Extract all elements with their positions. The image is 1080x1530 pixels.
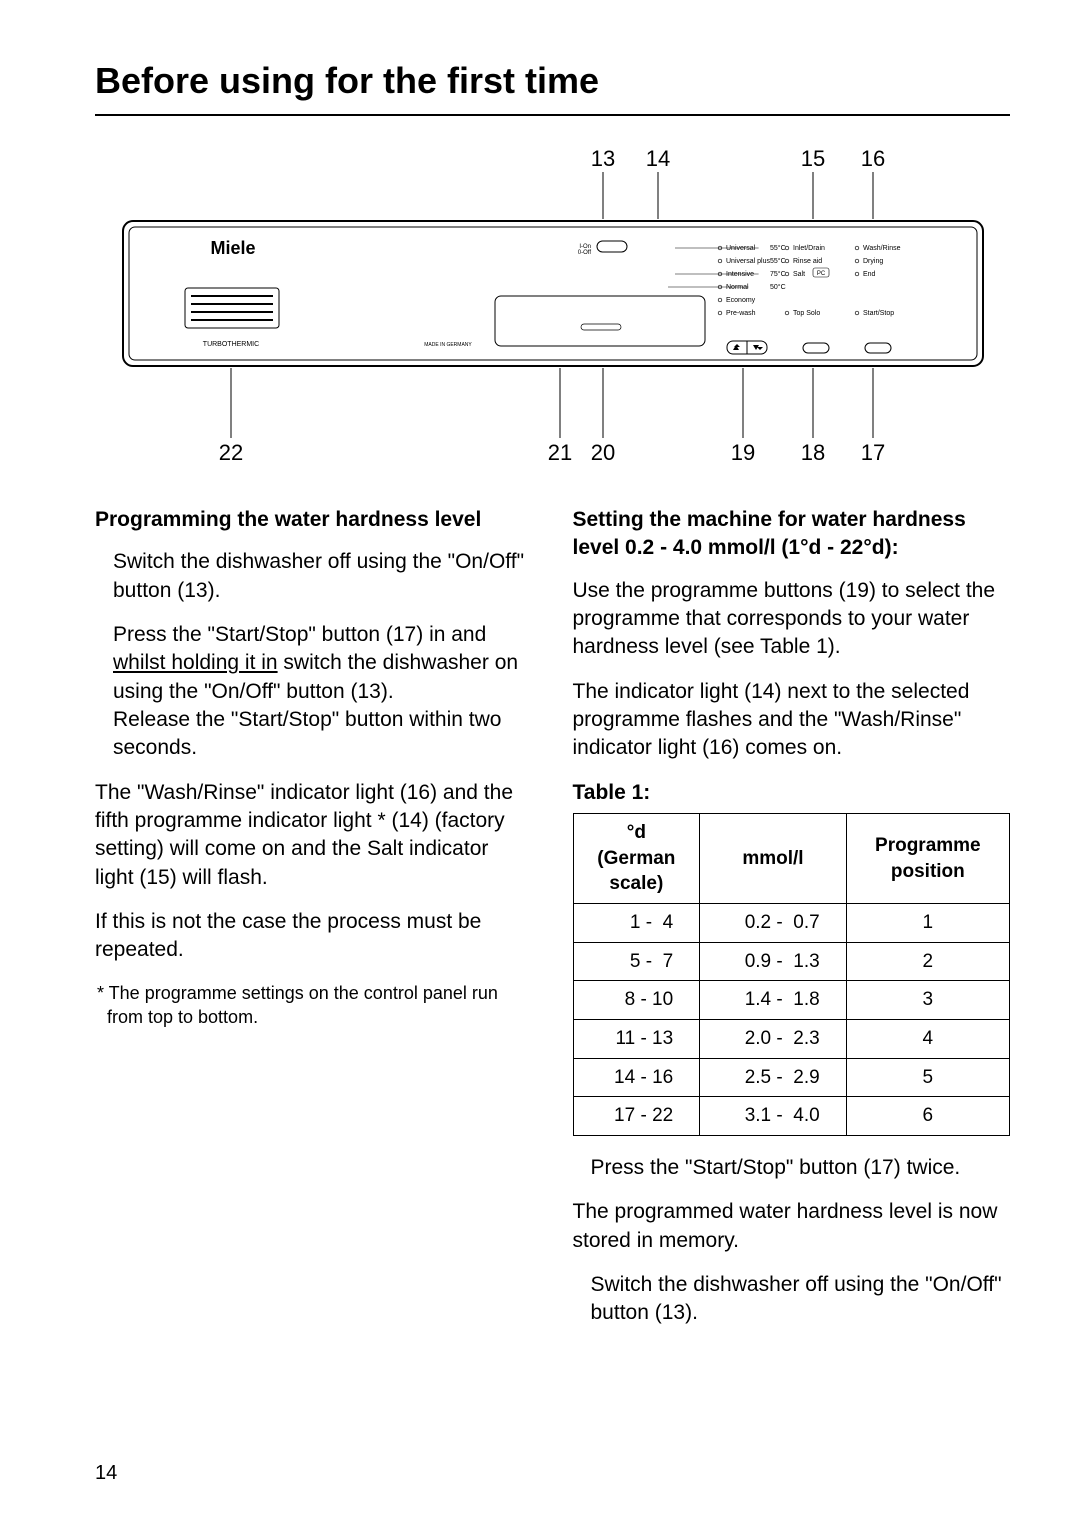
table-cell: 3 — [846, 981, 1009, 1020]
table-cell: 2.5 - 2.9 — [700, 1058, 846, 1097]
svg-text:21: 21 — [547, 440, 571, 465]
svg-text:Top Solo: Top Solo — [793, 310, 820, 317]
left-footnote: * The programme settings on the control … — [95, 981, 533, 1030]
svg-text:17: 17 — [860, 440, 884, 465]
table-row: 17 - 223.1 - 4.06 — [573, 1097, 1010, 1136]
table-cell: 6 — [846, 1097, 1009, 1136]
table-cell: 11 - 13 — [573, 1019, 700, 1058]
svg-text:Universal plus: Universal plus — [726, 258, 770, 265]
svg-text:22: 22 — [218, 440, 242, 465]
right-p3: Press the "Start/Stop" button (17) twice… — [573, 1154, 1011, 1182]
left-p3: The "Wash/Rinse" indicator light (16) an… — [95, 779, 533, 892]
table-cell: 8 - 10 — [573, 981, 700, 1020]
table-cell: 1 - 4 — [573, 904, 700, 943]
table-cell: 2.0 - 2.3 — [700, 1019, 846, 1058]
left-p2-underline: whilst holding it in — [113, 651, 278, 674]
table-header: mmol/l — [700, 814, 846, 904]
table-header: Programmeposition — [846, 814, 1009, 904]
table-row: 8 - 101.4 - 1.83 — [573, 981, 1010, 1020]
svg-text:Start/Stop: Start/Stop — [863, 310, 894, 317]
svg-text:Intensive: Intensive — [726, 271, 754, 278]
table-cell: 0.9 - 1.3 — [700, 942, 846, 981]
right-p1: Use the programme buttons (19) to select… — [573, 577, 1011, 662]
table-cell: 0.2 - 0.7 — [700, 904, 846, 943]
svg-text:16: 16 — [860, 146, 884, 171]
svg-text:19: 19 — [730, 440, 754, 465]
svg-text:50°C: 50°C — [770, 283, 786, 291]
left-p2b: Release the "Start/Stop" button within t… — [113, 708, 501, 759]
svg-text:PC: PC — [816, 271, 825, 277]
svg-text:End: End — [863, 271, 876, 278]
title-rule — [95, 114, 1010, 116]
svg-text:TURBOTHERMIC: TURBOTHERMIC — [202, 341, 258, 348]
body-columns: Programming the water hardness level Swi… — [95, 506, 1010, 1344]
table-cell: 1.4 - 1.8 — [700, 981, 846, 1020]
svg-text:MADE IN GERMANY: MADE IN GERMANY — [424, 342, 472, 348]
page-number: 14 — [95, 1462, 117, 1485]
left-p4: If this is not the case the process must… — [95, 908, 533, 965]
right-p2: The indicator light (14) next to the sel… — [573, 678, 1011, 763]
svg-text:55°C: 55°C — [770, 244, 786, 252]
table-cell: 3.1 - 4.0 — [700, 1097, 846, 1136]
svg-text:Wash/Rinse: Wash/Rinse — [863, 245, 901, 252]
right-p5: Switch the dishwasher off using the "On/… — [573, 1271, 1011, 1328]
table-row: 5 - 70.9 - 1.32 — [573, 942, 1010, 981]
table-cell: 1 — [846, 904, 1009, 943]
svg-text:13: 13 — [590, 146, 614, 171]
diagram-svg: 13 14 15 16 Miele TURBOTHERMIC MADE IN GERM… — [113, 146, 993, 486]
table-cell: 17 - 22 — [573, 1097, 700, 1136]
manual-page: Before using for the first time 13141516… — [0, 0, 1080, 1530]
svg-text:18: 18 — [800, 440, 824, 465]
left-p2-pre: Press the "Start/Stop" button (17) in an… — [113, 623, 486, 646]
svg-text:Drying: Drying — [863, 258, 883, 265]
table-cell: 14 - 16 — [573, 1058, 700, 1097]
table-row: 1 - 40.2 - 0.71 — [573, 904, 1010, 943]
table-row: 11 - 132.0 - 2.34 — [573, 1019, 1010, 1058]
svg-text:Salt: Salt — [793, 271, 805, 278]
svg-text:15: 15 — [800, 146, 824, 171]
right-heading: Setting the machine for water hardness l… — [573, 506, 1011, 563]
svg-text:Inlet/Drain: Inlet/Drain — [793, 245, 825, 252]
left-p2: Press the "Start/Stop" button (17) in an… — [95, 621, 533, 763]
control-panel-diagram: 13 14 15 16 Miele TURBOTHERMIC MADE IN GERM… — [113, 146, 993, 486]
svg-text:55°C: 55°C — [770, 257, 786, 265]
svg-text:20: 20 — [590, 440, 614, 465]
left-column: Programming the water hardness level Swi… — [95, 506, 533, 1344]
table-cell: 4 — [846, 1019, 1009, 1058]
left-heading: Programming the water hardness level — [95, 506, 533, 534]
svg-text:Pre-wash: Pre-wash — [726, 310, 756, 317]
page-title: Before using for the first time — [95, 60, 1010, 102]
table-cell: 2 — [846, 942, 1009, 981]
svg-text:Economy: Economy — [726, 297, 756, 304]
svg-text:Universal: Universal — [726, 245, 756, 252]
svg-text:Rinse aid: Rinse aid — [793, 258, 822, 265]
svg-text:Miele: Miele — [210, 238, 255, 258]
left-p1: Switch the dishwasher off using the "On/… — [95, 548, 533, 605]
table-header: °d(Germanscale) — [573, 814, 700, 904]
table-title: Table 1: — [573, 779, 1011, 807]
table-cell: 5 - 7 — [573, 942, 700, 981]
table-row: 14 - 162.5 - 2.95 — [573, 1058, 1010, 1097]
table-cell: 5 — [846, 1058, 1009, 1097]
right-p4: The programmed water hardness level is n… — [573, 1198, 1011, 1255]
svg-text:I-On0-Off: I-On0-Off — [577, 244, 591, 256]
svg-text:Normal: Normal — [726, 284, 749, 291]
svg-text:75°C: 75°C — [770, 270, 786, 278]
right-column: Setting the machine for water hardness l… — [573, 506, 1011, 1344]
svg-text:14: 14 — [645, 146, 669, 171]
hardness-table: °d(Germanscale)mmol/lProgrammeposition 1… — [573, 813, 1011, 1136]
